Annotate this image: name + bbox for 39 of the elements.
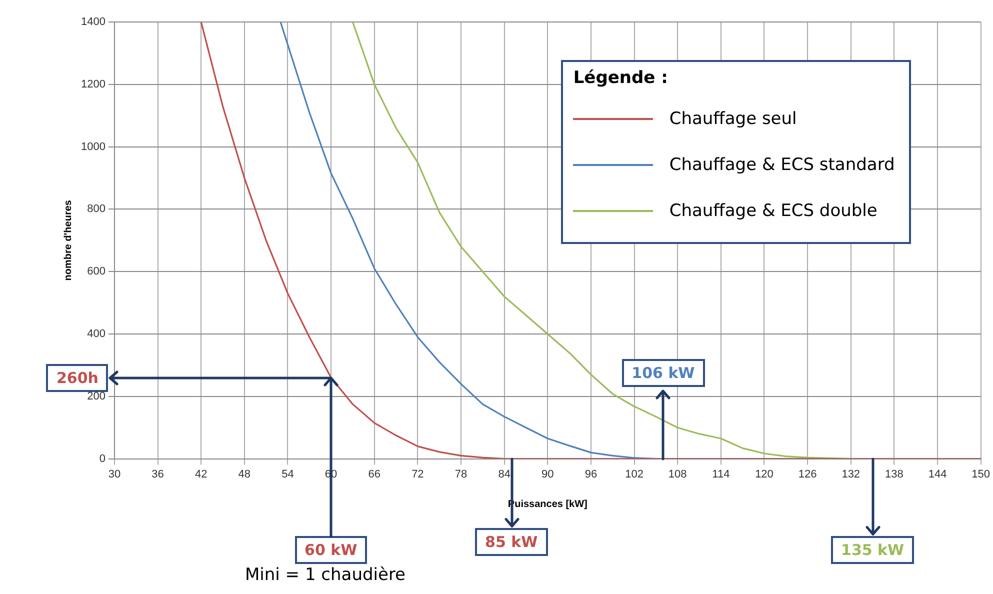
y-tick-label: 200 (87, 390, 106, 402)
x-tick-label: 48 (238, 468, 251, 480)
annotation: 85 kW (475, 528, 548, 556)
legend-label: Chauffage & ECS standard (669, 155, 895, 175)
x-tick-label: 30 (108, 468, 121, 480)
y-tick-label: 800 (87, 203, 106, 216)
x-tick-label: 66 (368, 468, 380, 480)
legend-label: Chauffage seul (669, 109, 797, 129)
y-tick-label: 0 (99, 452, 106, 465)
annotation: 260h (46, 364, 108, 392)
y-axis-title: nombre d'heures (62, 200, 74, 281)
x-tick-label: 96 (584, 468, 598, 480)
y-tick-label: 1200 (80, 78, 106, 90)
legend-title: Légende : (573, 68, 669, 88)
text: Mini = 1 chaudière (245, 565, 406, 585)
x-tick-label: 120 (755, 468, 774, 480)
x-tick-label: 132 (842, 468, 860, 480)
x-tick-label: 54 (282, 468, 294, 480)
x-tick-label: 144 (928, 468, 947, 480)
y-tick-label: 600 (87, 266, 106, 278)
x-tick-label: 126 (798, 468, 817, 480)
x-tick-label: 42 (194, 468, 208, 480)
legend-label: Chauffage & ECS double (669, 201, 878, 221)
x-tick-label: 114 (712, 468, 730, 480)
y-tick-label: 400 (87, 328, 106, 340)
annotation: 135 kW (831, 536, 914, 564)
x-tick-label: 72 (412, 468, 424, 480)
x-tick-label: 90 (542, 468, 554, 480)
x-tick-label: 78 (454, 468, 468, 480)
x-tick-label: 102 (625, 468, 644, 480)
y-tick-label: 1400 (80, 16, 106, 28)
annotation: 60 kW (294, 536, 368, 564)
annotation: 106 kW (622, 358, 705, 387)
x-tick-label: 138 (885, 468, 904, 480)
x-tick-label: 108 (668, 468, 687, 480)
x-tick-label: 36 (152, 468, 164, 480)
x-tick-label: 84 (498, 468, 510, 480)
y-tick-label: 1000 (80, 140, 106, 153)
x-tick-label: 150 (972, 468, 990, 480)
